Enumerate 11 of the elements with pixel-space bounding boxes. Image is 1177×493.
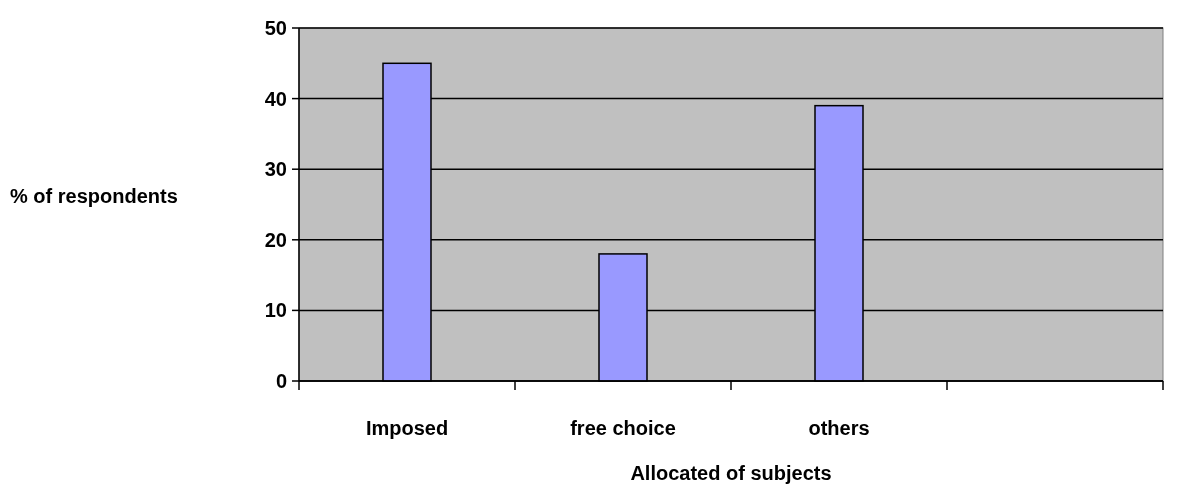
y-tick-label: 50 [264,17,287,39]
x-tick-label: others [808,417,870,439]
y-tick-label: 40 [264,87,287,110]
y-tick-label: 20 [264,228,287,251]
y-axis-title: % of respondents [10,185,178,207]
y-tick-label: 10 [264,299,287,322]
x-tick-label: Imposed [365,417,449,439]
x-tick-label: free choice [570,417,676,439]
y-tick-label: 30 [264,158,287,181]
y-tick-label: 0 [275,370,287,392]
x-axis-title: Allocated of subjects [630,462,832,484]
